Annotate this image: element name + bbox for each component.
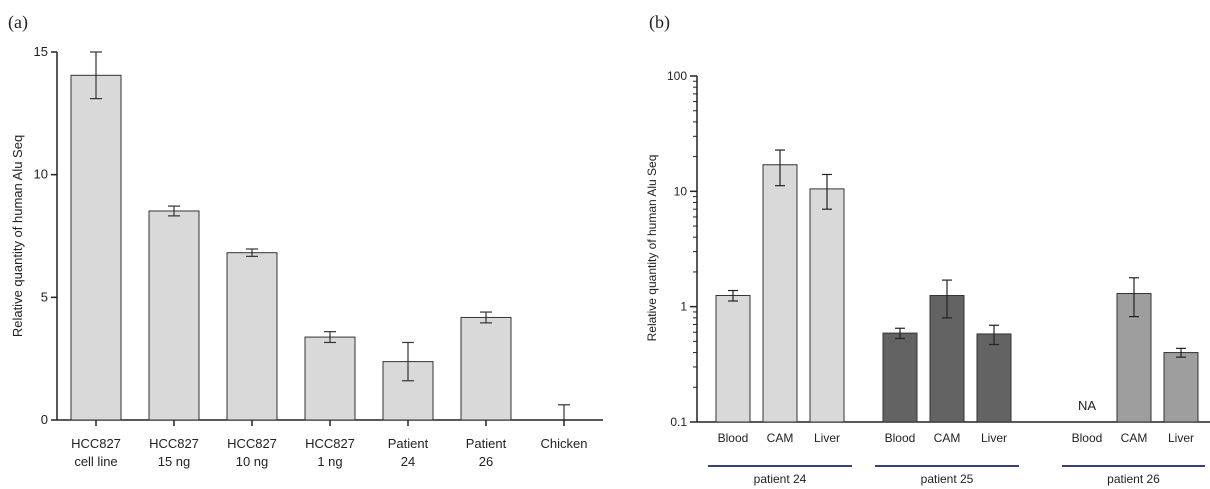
chart-b-group: Blood CAM Liver patient 24 xyxy=(708,149,852,486)
chart-a-y-tick-label: 5 xyxy=(41,289,48,304)
chart-a-error-bar xyxy=(246,248,258,257)
chart-b-y-tick-label: 10 xyxy=(674,184,688,198)
chart-b-y-axis-label: Relative quantity of human Alu Seq xyxy=(645,155,659,342)
chart-b-x-tick-label: CAM xyxy=(934,431,961,445)
chart-a-error-bar xyxy=(168,205,180,217)
chart-b-group: NA Blood CAM Liver patient 26 xyxy=(1062,277,1205,486)
chart-b-x-tick-label: CAM xyxy=(1121,431,1148,445)
chart-a-error-bar xyxy=(402,341,414,382)
chart-a-y-tick-label: 15 xyxy=(34,44,48,59)
chart-b-group-label: patient 25 xyxy=(921,472,974,486)
chart-a-x-tick-label: HCC827 xyxy=(149,436,199,451)
chart-b-group-label: patient 26 xyxy=(1107,472,1160,486)
chart-a-x-tick-label: Patient xyxy=(388,436,429,451)
chart-a-error-bar xyxy=(90,51,102,100)
chart-a-bar xyxy=(226,252,278,421)
chart-a-x-tick-label: Patient xyxy=(466,436,507,451)
chart-a-error-bar xyxy=(558,404,570,420)
chart-b-x-tick-label: Liver xyxy=(981,431,1007,445)
chart-b-error-bar xyxy=(989,324,999,346)
chart-b-y-tick-label: 100 xyxy=(667,69,687,83)
chart-b-group: Blood CAM Liver patient 25 xyxy=(875,279,1019,486)
panel-a-label: (a) xyxy=(8,12,28,32)
chart-b-error-bar xyxy=(1176,347,1186,358)
chart-b-bar xyxy=(882,332,918,423)
chart-a: Relative quantity of human Alu Seq 0 5 10 1… xyxy=(10,44,603,469)
chart-a-y-tick-label: 0 xyxy=(41,412,48,427)
chart-b-error-bar xyxy=(942,279,952,319)
chart-a-error-bar xyxy=(324,331,336,344)
chart-b-x-tick-label: Blood xyxy=(1072,431,1103,445)
chart-b-error-bar xyxy=(728,289,738,302)
chart-a-y-tick-label: 10 xyxy=(34,167,48,182)
chart-b-bar xyxy=(715,294,751,423)
chart-b-error-bar xyxy=(895,327,905,340)
chart-b-error-bar xyxy=(775,149,785,187)
chart-a-x-tick-label: 10 ng xyxy=(236,454,269,469)
chart-a-bar xyxy=(70,74,122,421)
chart-a-x-tick-label: 24 xyxy=(401,454,415,469)
chart-a-x-tick-label: HCC827 xyxy=(305,436,355,451)
chart-a-x-tick-label: 15 ng xyxy=(158,454,191,469)
chart-b-y-tick-label: 0.1 xyxy=(670,415,687,429)
chart-b-x-tick-label: CAM xyxy=(767,431,794,445)
chart-a-x-tick-label: HCC827 xyxy=(227,436,277,451)
chart-b-bar xyxy=(976,333,1012,423)
chart-a-x-tick-label: cell line xyxy=(74,454,117,469)
chart-a-x-tick-label: HCC827 xyxy=(71,436,121,451)
chart-a-y-axis-label: Relative quantity of human Alu Seq xyxy=(10,135,25,337)
chart-b-x-tick-label: Blood xyxy=(885,431,916,445)
chart-a-error-bar xyxy=(480,311,492,324)
chart-a-x-tick-label: Chicken xyxy=(541,436,588,451)
chart-b-bar xyxy=(762,164,798,423)
chart-b-bar xyxy=(809,188,845,423)
chart-b-error-bar xyxy=(1129,277,1139,318)
panel-b-label: (b) xyxy=(649,12,670,32)
chart-b-x-tick-label: Blood xyxy=(718,431,749,445)
chart-b-x-tick-label: Liver xyxy=(1168,431,1194,445)
chart-a-x-tick-label: 1 ng xyxy=(317,454,342,469)
chart-a-x-tick-label: 26 xyxy=(479,454,493,469)
chart-a-bar xyxy=(304,336,356,421)
chart-a-bar xyxy=(460,316,512,421)
chart-b-bar xyxy=(1163,352,1199,423)
chart-b-x-tick-label: Liver xyxy=(814,431,840,445)
chart-b-na-label: NA xyxy=(1078,398,1096,413)
chart-b-y-tick-label: 1 xyxy=(680,300,687,314)
chart-b-group-label: patient 24 xyxy=(754,472,807,486)
chart-b-error-bar xyxy=(822,173,832,210)
chart-a-bar xyxy=(148,210,200,421)
chart-b: Relative quantity of human Alu Seq 0.1 1 1… xyxy=(645,69,1210,486)
